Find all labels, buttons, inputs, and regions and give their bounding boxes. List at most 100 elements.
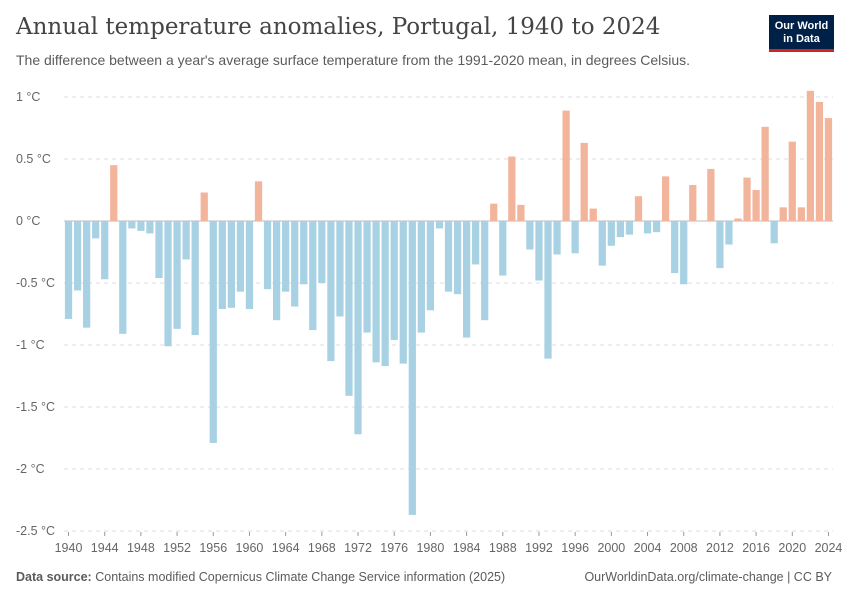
bar-2019[interactable] bbox=[779, 207, 787, 221]
x-tick-label: 1992 bbox=[525, 541, 553, 555]
bar-1989[interactable] bbox=[508, 156, 516, 221]
bar-2022[interactable] bbox=[806, 90, 815, 221]
bar-1996[interactable] bbox=[571, 221, 579, 254]
bar-2016[interactable] bbox=[752, 190, 760, 221]
bar-2015[interactable] bbox=[743, 177, 751, 221]
bar-1970[interactable] bbox=[336, 221, 344, 317]
bar-1952[interactable] bbox=[173, 221, 181, 329]
bar-1961[interactable] bbox=[254, 181, 263, 221]
bar-1984[interactable] bbox=[462, 221, 471, 338]
bar-1957[interactable] bbox=[218, 221, 226, 310]
bar-2024[interactable] bbox=[824, 118, 833, 221]
bar-1964[interactable] bbox=[282, 221, 290, 292]
logo-line-2: in Data bbox=[783, 33, 820, 45]
bar-2023[interactable] bbox=[815, 101, 824, 221]
bar-1981[interactable] bbox=[435, 221, 444, 229]
bar-1944[interactable] bbox=[101, 221, 109, 280]
bar-1941[interactable] bbox=[73, 221, 82, 291]
bar-1977[interactable] bbox=[399, 221, 407, 364]
bar-1951[interactable] bbox=[164, 221, 172, 347]
owid-logo[interactable]: Our World in Data bbox=[769, 15, 834, 52]
bar-2008[interactable] bbox=[680, 221, 688, 285]
logo-line-1: Our World bbox=[774, 20, 829, 32]
bar-2013[interactable] bbox=[725, 221, 733, 245]
bar-1969[interactable] bbox=[327, 221, 335, 362]
bar-1958[interactable] bbox=[227, 221, 235, 308]
data-source-text: Contains modified Copernicus Climate Cha… bbox=[95, 570, 506, 584]
bar-1953[interactable] bbox=[182, 221, 190, 260]
bar-1963[interactable] bbox=[272, 221, 281, 321]
bar-1980[interactable] bbox=[426, 221, 435, 311]
y-tick-label: -2 °C bbox=[16, 462, 45, 476]
x-tick-label: 2000 bbox=[597, 541, 625, 555]
bar-1972[interactable] bbox=[354, 221, 362, 435]
bar-1975[interactable] bbox=[381, 221, 389, 367]
bar-1991[interactable] bbox=[526, 221, 534, 250]
x-tick-label: 2012 bbox=[706, 541, 734, 555]
bar-2009[interactable] bbox=[689, 185, 697, 221]
bar-1985[interactable] bbox=[472, 221, 480, 265]
chart-title: Annual temperature anomalies, Portugal, … bbox=[16, 14, 661, 40]
bar-1960[interactable] bbox=[245, 221, 254, 310]
bar-2011[interactable] bbox=[707, 168, 715, 221]
bar-1965[interactable] bbox=[291, 221, 299, 307]
bar-2003[interactable] bbox=[634, 196, 643, 221]
x-axis-labels: 1940 1944 1948 1952 1956 1960 1964 1968 1972 1976… bbox=[55, 532, 842, 555]
bar-2020[interactable] bbox=[788, 141, 796, 221]
bar-1976[interactable] bbox=[390, 221, 398, 341]
bar-2021[interactable] bbox=[797, 207, 805, 221]
bar-1967[interactable] bbox=[309, 221, 317, 331]
bar-2014[interactable] bbox=[734, 218, 742, 221]
bar-2005[interactable] bbox=[652, 221, 661, 233]
bar-2007[interactable] bbox=[671, 221, 679, 274]
bar-1993[interactable] bbox=[544, 221, 552, 359]
bar-2002[interactable] bbox=[625, 221, 634, 235]
x-tick-label: 1956 bbox=[199, 541, 227, 555]
bar-1988[interactable] bbox=[499, 221, 507, 276]
bar-1979[interactable] bbox=[417, 221, 425, 333]
bar-1983[interactable] bbox=[453, 221, 462, 295]
bar-1978[interactable] bbox=[408, 221, 416, 515]
bar-1943[interactable] bbox=[92, 221, 100, 239]
x-tick-label: 2004 bbox=[634, 541, 662, 555]
bar-1945[interactable] bbox=[110, 165, 118, 221]
bar-1946[interactable] bbox=[119, 221, 127, 334]
bar-1973[interactable] bbox=[363, 221, 371, 333]
bar-2017[interactable] bbox=[761, 126, 769, 221]
bar-1962[interactable] bbox=[263, 221, 272, 290]
bar-1947[interactable] bbox=[128, 221, 136, 229]
bar-1987[interactable] bbox=[490, 203, 498, 221]
bar-1992[interactable] bbox=[535, 221, 543, 281]
bar-1940[interactable] bbox=[64, 221, 73, 319]
bar-1971[interactable] bbox=[345, 221, 353, 396]
bar-1997[interactable] bbox=[580, 142, 588, 221]
footer-link[interactable]: OurWorldinData.org/climate-change | CC B… bbox=[584, 570, 832, 584]
bar-1995[interactable] bbox=[562, 110, 570, 221]
bar-1954[interactable] bbox=[191, 221, 199, 336]
bar-2012[interactable] bbox=[716, 221, 724, 269]
bar-1959[interactable] bbox=[236, 221, 245, 292]
bar-1974[interactable] bbox=[372, 221, 380, 363]
bar-2004[interactable] bbox=[643, 221, 652, 234]
bar-2018[interactable] bbox=[770, 221, 778, 244]
bar-1955[interactable] bbox=[200, 192, 208, 221]
bar-1982[interactable] bbox=[444, 221, 453, 292]
y-tick-label: -2.5 °C bbox=[16, 524, 55, 538]
bar-1949[interactable] bbox=[146, 221, 154, 234]
bar-1986[interactable] bbox=[481, 221, 489, 321]
bar-1968[interactable] bbox=[318, 221, 326, 283]
bar-2006[interactable] bbox=[662, 176, 670, 221]
bar-1948[interactable] bbox=[137, 221, 145, 231]
bar-2001[interactable] bbox=[616, 221, 625, 238]
bar-1942[interactable] bbox=[82, 221, 91, 328]
bar-1994[interactable] bbox=[553, 221, 561, 255]
bar-1966[interactable] bbox=[300, 221, 308, 285]
bar-1990[interactable] bbox=[517, 204, 525, 221]
bar-1950[interactable] bbox=[155, 221, 163, 279]
bar-1999[interactable] bbox=[598, 221, 606, 266]
bar-1956[interactable] bbox=[209, 221, 217, 443]
x-tick-label: 2016 bbox=[742, 541, 770, 555]
data-source: Data source: Contains modified Copernicu… bbox=[16, 570, 505, 584]
bar-2000[interactable] bbox=[607, 221, 615, 246]
bar-1998[interactable] bbox=[589, 208, 597, 221]
